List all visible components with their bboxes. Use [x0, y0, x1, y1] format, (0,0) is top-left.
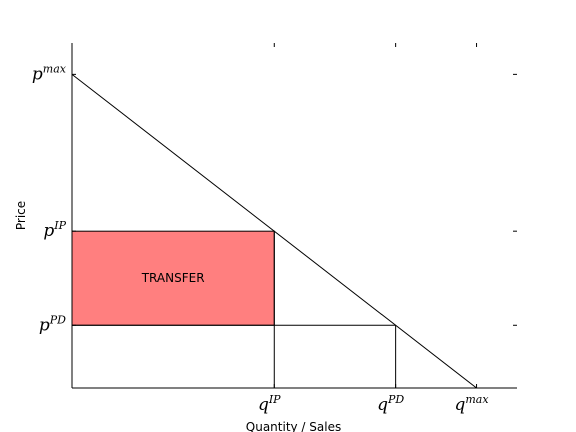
plot-area: TRANSFER qIP qPD qmax pmax pIP pPD — [32, 43, 517, 415]
x-axis-label: Quantity / Sales — [246, 420, 341, 432]
transfer-region-label: TRANSFER — [141, 271, 205, 285]
demand-curve — [71, 73, 477, 389]
y-axis-label: Price — [14, 201, 28, 230]
y-tick-label: pPD — [39, 313, 66, 335]
transfer-region — [71, 230, 275, 326]
y-tick-label: pIP — [43, 219, 66, 241]
x-tick-label: qmax — [454, 393, 489, 415]
x-tick-label: qPD — [377, 393, 404, 415]
x-tick-label: qIP — [258, 393, 281, 415]
y-tick-label: pmax — [32, 62, 67, 84]
